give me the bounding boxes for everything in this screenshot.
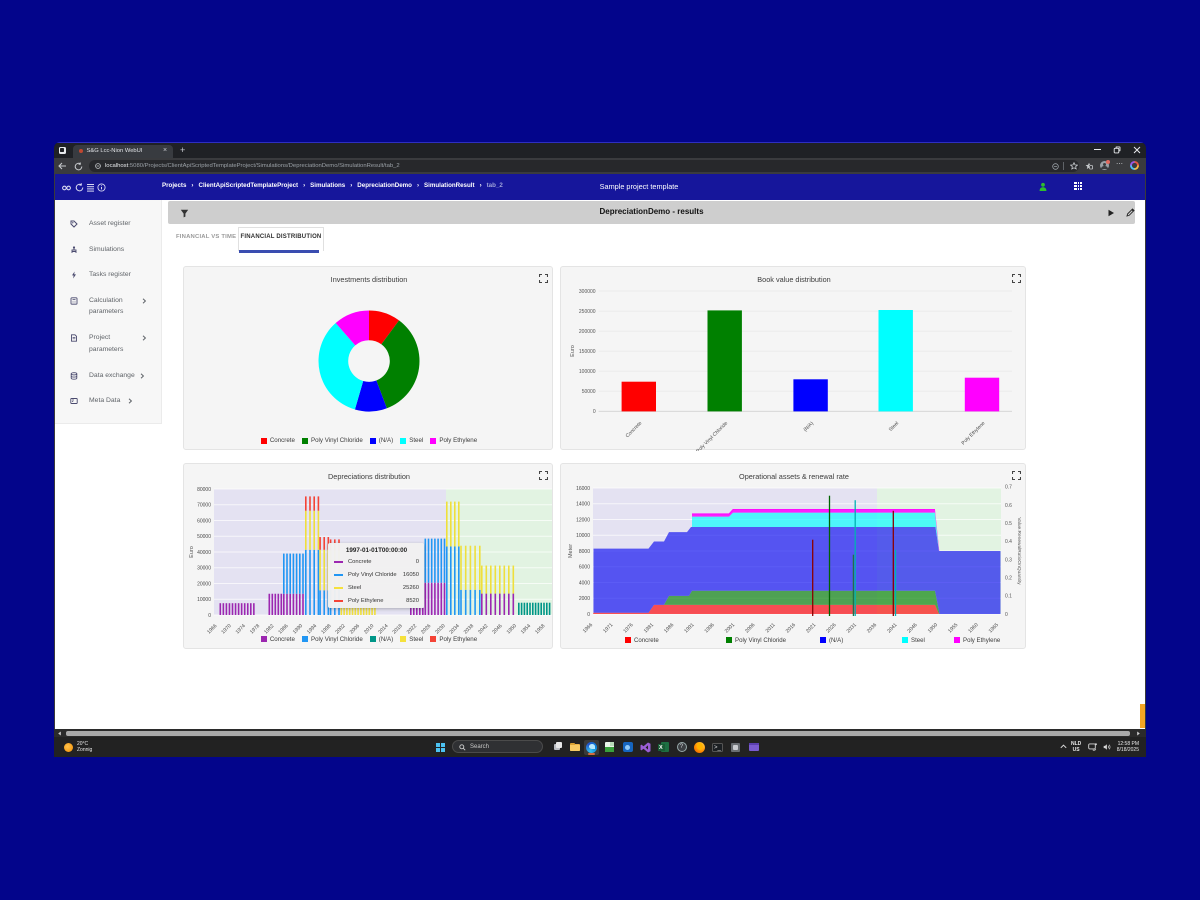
svg-text:1958: 1958 — [534, 623, 546, 635]
svg-text:6000: 6000 — [579, 565, 590, 571]
svg-text:250000: 250000 — [579, 308, 596, 314]
svg-text:0.6: 0.6 — [1005, 503, 1012, 509]
svg-text:2042: 2042 — [477, 623, 489, 635]
svg-text:1965: 1965 — [988, 622, 1000, 634]
svg-text:1970: 1970 — [220, 623, 232, 635]
svg-text:0: 0 — [593, 409, 596, 415]
svg-text:2031: 2031 — [846, 622, 858, 634]
svg-text:Steel: Steel — [888, 420, 900, 432]
svg-text:2046: 2046 — [491, 623, 503, 635]
svg-text:2022: 2022 — [406, 623, 418, 635]
svg-text:300000: 300000 — [579, 288, 596, 294]
svg-text:Poly Ethylene: Poly Ethylene — [961, 420, 987, 446]
svg-text:2021: 2021 — [805, 622, 817, 634]
svg-text:2001: 2001 — [724, 622, 736, 634]
svg-text:Euro: Euro — [570, 345, 576, 357]
svg-text:14000: 14000 — [576, 502, 590, 508]
svg-text:2006: 2006 — [349, 623, 361, 635]
svg-text:1991: 1991 — [683, 622, 695, 634]
svg-text:2030: 2030 — [434, 623, 446, 635]
svg-text:0.7: 0.7 — [1005, 485, 1012, 491]
svg-text:2000: 2000 — [579, 596, 590, 602]
svg-text:80000: 80000 — [197, 487, 211, 493]
svg-text:1966: 1966 — [582, 622, 594, 634]
svg-text:2002: 2002 — [334, 623, 346, 635]
svg-text:0: 0 — [587, 612, 590, 618]
svg-text:10000: 10000 — [197, 597, 211, 603]
svg-text:50000: 50000 — [197, 534, 211, 540]
svg-text:1986: 1986 — [277, 623, 289, 635]
svg-text:40000: 40000 — [197, 550, 211, 556]
svg-text:8000: 8000 — [579, 549, 590, 555]
svg-text:0.5: 0.5 — [1005, 521, 1012, 527]
svg-text:4000: 4000 — [579, 580, 590, 586]
svg-text:2036: 2036 — [866, 622, 878, 634]
svg-text:1981: 1981 — [643, 622, 655, 634]
svg-text:2026: 2026 — [825, 622, 837, 634]
svg-text:100000: 100000 — [579, 369, 596, 375]
svg-text:1971: 1971 — [602, 622, 614, 634]
svg-text:2026: 2026 — [420, 623, 432, 635]
svg-text:2014: 2014 — [377, 623, 389, 635]
svg-text:0.3: 0.3 — [1005, 557, 1012, 563]
svg-text:2041: 2041 — [886, 622, 898, 634]
svg-text:0: 0 — [1005, 612, 1008, 618]
svg-text:Meter: Meter — [568, 544, 574, 558]
svg-text:Poly Vinyl Chloride: Poly Vinyl Chloride — [695, 420, 729, 451]
svg-text:0: 0 — [208, 613, 211, 619]
svg-text:2034: 2034 — [449, 623, 461, 635]
svg-text:1974: 1974 — [235, 623, 247, 635]
svg-text:12000: 12000 — [576, 517, 590, 523]
svg-text:Value.RenewalRatioOnQuantity: Value.RenewalRatioOnQuantity — [1016, 517, 1022, 585]
svg-text:1954: 1954 — [520, 623, 532, 635]
svg-text:1986: 1986 — [663, 622, 675, 634]
svg-text:2010: 2010 — [363, 623, 375, 635]
svg-text:Concrete: Concrete — [625, 420, 644, 439]
svg-text:1955: 1955 — [947, 622, 959, 634]
svg-text:1990: 1990 — [292, 623, 304, 635]
svg-text:1950: 1950 — [927, 622, 939, 634]
svg-text:1994: 1994 — [306, 623, 318, 635]
svg-text:2046: 2046 — [906, 622, 918, 634]
svg-text:Euro: Euro — [189, 546, 195, 558]
svg-text:1960: 1960 — [967, 622, 979, 634]
svg-text:(N/A): (N/A) — [803, 420, 816, 433]
svg-text:1978: 1978 — [249, 623, 261, 635]
svg-text:2016: 2016 — [785, 622, 797, 634]
svg-text:2011: 2011 — [765, 622, 777, 634]
svg-text:1998: 1998 — [320, 623, 332, 635]
svg-text:20000: 20000 — [197, 581, 211, 587]
svg-text:70000: 70000 — [197, 503, 211, 509]
svg-text:2038: 2038 — [463, 623, 475, 635]
svg-text:0.1: 0.1 — [1005, 594, 1012, 600]
svg-text:150000: 150000 — [579, 349, 596, 355]
svg-text:1982: 1982 — [263, 623, 275, 635]
svg-text:60000: 60000 — [197, 518, 211, 524]
svg-text:2006: 2006 — [744, 622, 756, 634]
svg-text:30000: 30000 — [197, 566, 211, 572]
svg-text:1950: 1950 — [506, 623, 518, 635]
svg-text:0.4: 0.4 — [1005, 539, 1012, 545]
svg-text:1976: 1976 — [622, 622, 634, 634]
svg-text:0.2: 0.2 — [1005, 576, 1012, 582]
svg-text:1966: 1966 — [206, 623, 218, 635]
svg-text:2018: 2018 — [392, 623, 404, 635]
svg-text:10000: 10000 — [576, 533, 590, 539]
svg-text:50000: 50000 — [582, 389, 596, 395]
svg-text:1996: 1996 — [704, 622, 716, 634]
svg-text:200000: 200000 — [579, 328, 596, 334]
svg-text:16000: 16000 — [576, 486, 590, 492]
